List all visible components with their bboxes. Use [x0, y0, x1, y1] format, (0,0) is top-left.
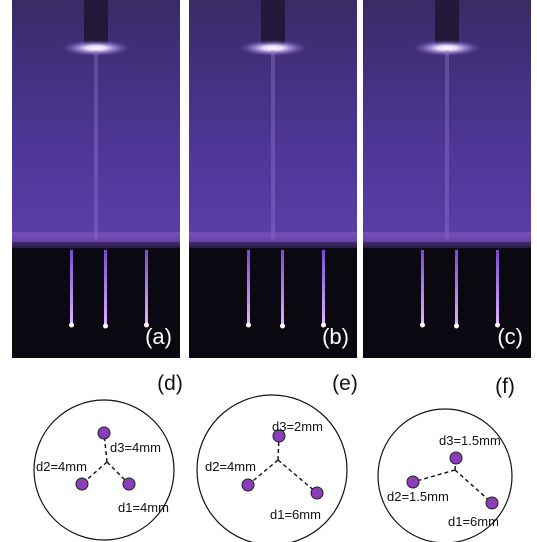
- distance-label: d3=2mm: [272, 419, 323, 434]
- photo-panel: (c): [363, 0, 531, 358]
- distance-label: d2=4mm: [36, 459, 87, 474]
- panel-label: (c): [497, 324, 523, 349]
- panel-label: (b): [322, 324, 349, 349]
- panel-label: (a): [145, 324, 172, 349]
- diagram: (f) d3=1.5mm d2=1.5mm d1=6mm: [378, 375, 515, 542]
- distance-label: d1=6mm: [270, 507, 321, 522]
- distance-label: d2=1.5mm: [387, 489, 449, 504]
- distance-label: d1=4mm: [118, 500, 169, 515]
- distance-label: d3=1.5mm: [439, 433, 501, 448]
- diagram: (e) d3=2mm d2=4mm d1=6mm: [197, 372, 358, 542]
- figure: (a) (b) (c) (d) d3=4mm d2=4mm d1=4mm (e)…: [0, 0, 537, 542]
- distance-label: d2=4mm: [205, 459, 256, 474]
- diagram-label: (f): [495, 375, 515, 398]
- photo-panel: (b): [189, 0, 357, 358]
- diagram: (d) d3=4mm d2=4mm d1=4mm: [34, 372, 183, 540]
- distance-label: d1=6mm: [448, 514, 499, 529]
- photo-panel: (a): [12, 0, 180, 358]
- diagram-label: (d): [157, 372, 183, 395]
- diagram-label: (e): [332, 372, 358, 395]
- distance-label: d3=4mm: [110, 440, 161, 455]
